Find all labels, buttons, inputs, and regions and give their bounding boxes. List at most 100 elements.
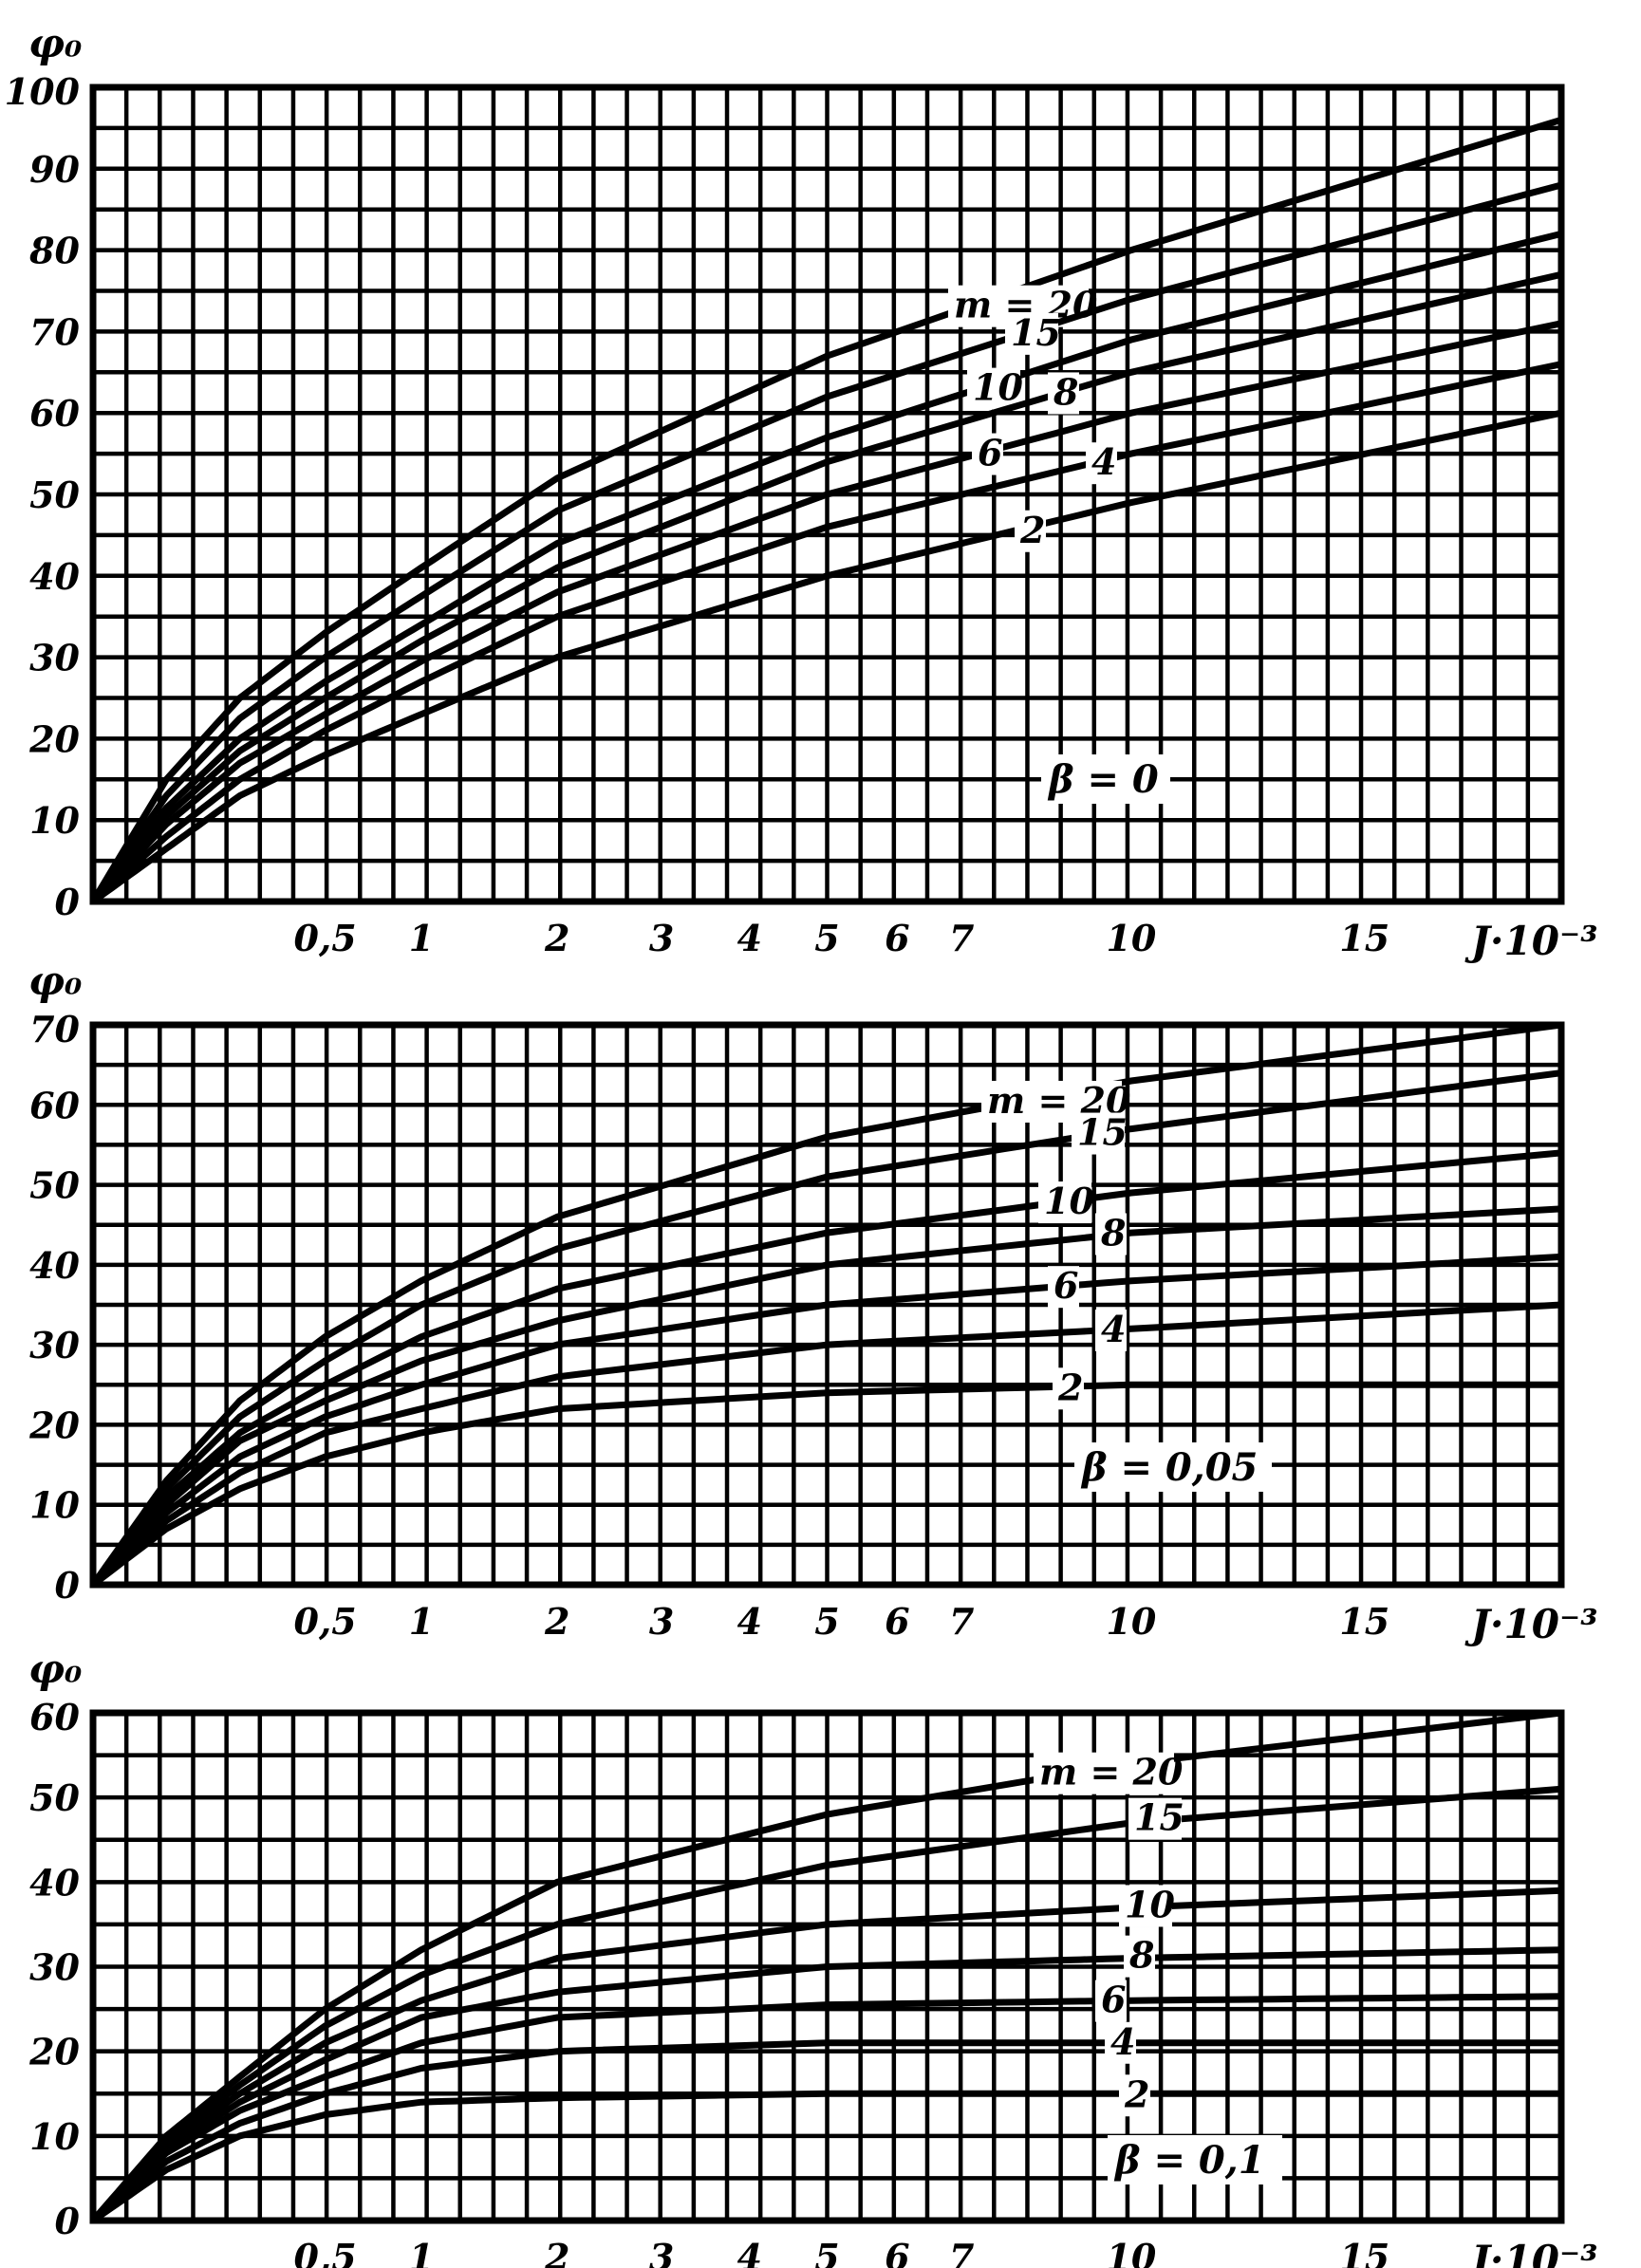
curve-label-m-8: 8 xyxy=(1053,370,1078,413)
y-tick-label: 90 xyxy=(29,148,80,191)
curve-label-bg xyxy=(1048,1266,1079,1309)
series-line-m-4 xyxy=(89,361,1565,905)
x-tick-label: 1 xyxy=(409,1600,434,1643)
y-tick-label: 30 xyxy=(29,1324,80,1366)
curve-label-bg xyxy=(1095,1980,1127,2022)
x-tick-label: 5 xyxy=(814,2236,839,2268)
x-tick-label: 15 xyxy=(1339,917,1389,959)
curve-label-m-6: 6 xyxy=(1101,1979,1126,2021)
y-tick-label: 10 xyxy=(29,1484,80,1527)
x-tick-label: 15 xyxy=(1339,1600,1389,1643)
y-tick-label: 0 xyxy=(55,2200,81,2242)
x-tick-label: 4 xyxy=(737,1600,762,1643)
series-line-m-4 xyxy=(89,2039,1565,2224)
beta-annotation: β = 0,05 xyxy=(1080,1445,1258,1490)
curve-label-bg xyxy=(1119,2074,1150,2117)
curve-label-bg xyxy=(1128,1797,1182,1840)
x-tick-label: 2 xyxy=(544,1600,569,1643)
x-tick-label: 7 xyxy=(949,1600,974,1643)
y-tick-label: 40 xyxy=(29,1861,80,1904)
plot-frame xyxy=(89,84,1565,905)
x-tick-label: 6 xyxy=(885,917,909,959)
curve-label-bg xyxy=(1048,372,1079,415)
curve-label-m-6: 6 xyxy=(978,432,1002,474)
curve-label-bg xyxy=(1095,1213,1127,1255)
x-tick-label: 0,5 xyxy=(294,2236,357,2268)
curve-label-m-15: 15 xyxy=(1077,1111,1128,1154)
x-tick-label: 3 xyxy=(649,2236,674,2268)
curve-label-bg xyxy=(1038,1181,1091,1224)
y-tick-label: 30 xyxy=(29,1946,80,1989)
chart-panel-bottom: 0 10 20 30 40 50 60 0,5 1 2 3 4 5 6 7 10 15 φ₀ J·10⁻³ m = 2… xyxy=(28,1645,1598,2268)
x-tick-label: 3 xyxy=(649,1600,674,1643)
curve-label-m-2: 2 xyxy=(1124,2073,1149,2115)
curve-label-m-4: 4 xyxy=(1091,440,1116,483)
curve-label-bg xyxy=(1072,1112,1125,1155)
x-tick-label: 4 xyxy=(737,2236,762,2268)
y-tick-label: 30 xyxy=(29,637,80,679)
series-line-m-8 xyxy=(89,1205,1565,1589)
series-line-m-20 xyxy=(89,1709,1565,2224)
y-tick-label: 80 xyxy=(28,230,80,272)
curve-label-m-20: m = 20 xyxy=(1039,1751,1184,1794)
x-tick-label: 5 xyxy=(814,917,839,959)
y-axis-title: φ₀ xyxy=(28,957,82,1004)
y-tick-label: 100 xyxy=(5,70,81,113)
y-axis-title: φ₀ xyxy=(28,20,82,66)
x-tick-label: 2 xyxy=(544,2236,569,2268)
curve-label-bg xyxy=(1005,312,1058,355)
curve-label-bg xyxy=(1095,1309,1127,1351)
series-line-m-10 xyxy=(89,230,1565,905)
curve-label-m-2: 2 xyxy=(1057,1366,1083,1408)
x-tick-label: 6 xyxy=(885,1600,909,1643)
annotation-bg xyxy=(1108,2135,1282,2184)
curve-label-m-8: 8 xyxy=(1100,1211,1126,1254)
x-tick-label: 4 xyxy=(737,917,762,959)
x-tick-label: 7 xyxy=(949,917,974,959)
curve-label-bg xyxy=(1053,1367,1084,1410)
curve-label-bg xyxy=(1105,2021,1136,2064)
curve-label-m-10: 10 xyxy=(1125,1883,1175,1925)
curve-label-bg xyxy=(1119,1885,1172,1927)
series-line-m-6 xyxy=(89,320,1565,905)
x-tick-label: 10 xyxy=(1106,2236,1156,2268)
curve-label-bg xyxy=(967,367,1020,410)
y-tick-label: 70 xyxy=(29,310,80,353)
x-tick-label: 3 xyxy=(649,917,674,959)
series-line-m-15 xyxy=(89,1785,1565,2224)
plot-frame xyxy=(89,1709,1565,2224)
y-tick-label: 60 xyxy=(29,1696,80,1738)
curve-label-bg xyxy=(1086,442,1117,485)
curve-label-m-2: 2 xyxy=(1019,509,1045,551)
x-tick-label: 6 xyxy=(885,2236,909,2268)
series-line-m-2 xyxy=(89,2090,1565,2224)
y-tick-label: 40 xyxy=(29,1244,80,1287)
curve-label-bg xyxy=(1034,1752,1174,1794)
curve-label-bg xyxy=(1124,1935,1155,1978)
y-tick-label: 0 xyxy=(55,1564,81,1607)
y-tick-label: 50 xyxy=(29,1776,80,1819)
x-tick-label: 0,5 xyxy=(294,917,357,959)
curve-label-m-8: 8 xyxy=(1128,1934,1154,1977)
y-tick-label: 20 xyxy=(28,2031,80,2073)
beta-annotation: β = 0 xyxy=(1047,757,1159,802)
x-tick-label: 5 xyxy=(814,1600,839,1643)
x-tick-label: 15 xyxy=(1339,2236,1389,2268)
x-axis-title: J·10⁻³ xyxy=(1464,1601,1598,1647)
curve-label-bg xyxy=(1015,510,1046,552)
series-line-m-4 xyxy=(89,1301,1565,1589)
series-line-m-10 xyxy=(89,1887,1565,2224)
y-tick-label: 60 xyxy=(29,392,80,435)
curve-label-m-15: 15 xyxy=(1011,311,1061,354)
series-line-m-6 xyxy=(89,1253,1565,1589)
series-line-m-2 xyxy=(89,1381,1565,1589)
curve-label-m-10: 10 xyxy=(973,366,1023,409)
x-tick-label: 1 xyxy=(409,917,434,959)
y-tick-label: 10 xyxy=(29,799,80,842)
